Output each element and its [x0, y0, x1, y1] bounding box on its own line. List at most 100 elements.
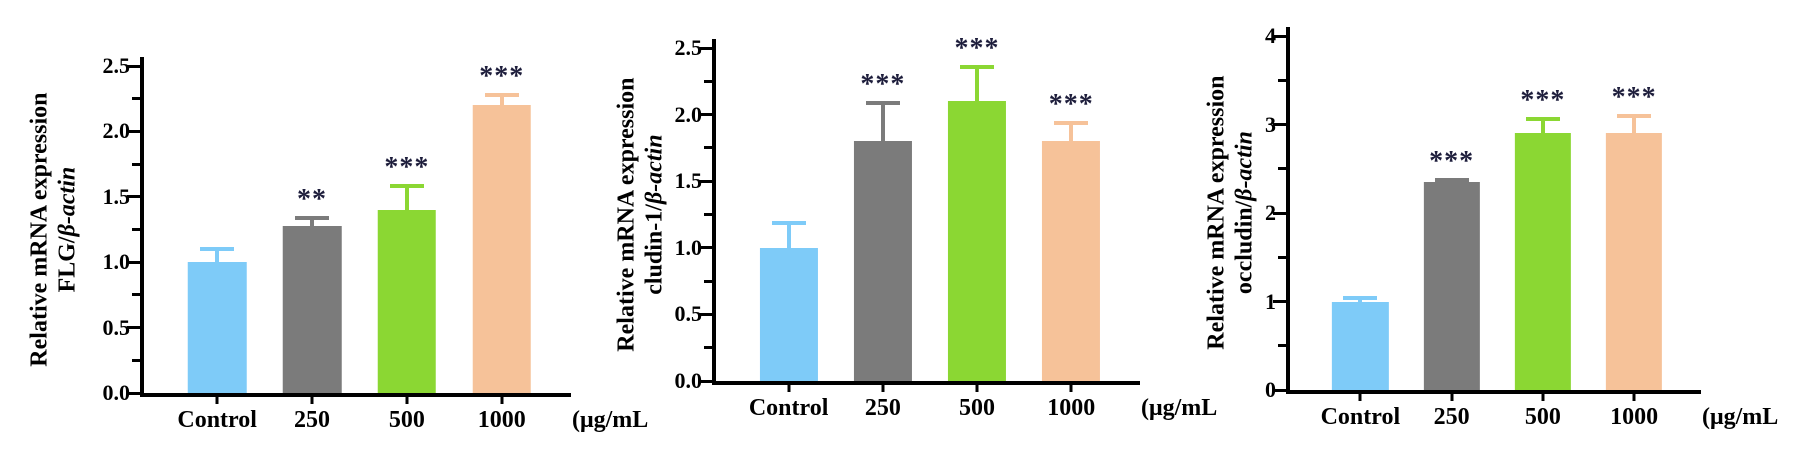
- bar-1000: [472, 105, 532, 393]
- x-axis-unit-label: (μg/mL: [1141, 395, 1218, 421]
- y-tick-label: 0.0: [102, 380, 131, 405]
- x-tick-label: 250: [1433, 404, 1470, 430]
- y-axis-minor-tick: [132, 162, 140, 166]
- significance-stars: ***: [1611, 81, 1657, 113]
- y-axis-title-text: Relative mRNA expression occludin/β-acti…: [1203, 76, 1258, 350]
- significance-stars: ***: [860, 69, 906, 101]
- y-axis-minor-tick: [704, 346, 712, 350]
- y-axis-title-line2: occludin/β-actin: [1231, 76, 1259, 350]
- error-bar-cap: [1525, 117, 1560, 122]
- x-axis-tick: [500, 397, 504, 404]
- x-axis-tick: [1450, 394, 1454, 401]
- y-axis-major-tick: [1273, 123, 1286, 126]
- error-bar-cap: [295, 216, 330, 221]
- x-tick-label: 1000: [1047, 395, 1096, 421]
- x-tick-label: Control: [1320, 404, 1401, 430]
- gene-name-label: occludin/: [1231, 201, 1258, 295]
- error-bar-stem: [1540, 117, 1545, 134]
- error-bar-cap: [200, 246, 235, 251]
- bar-control: [759, 247, 818, 381]
- y-tick-label: 1.0: [674, 234, 703, 260]
- x-tick-label: 500: [1524, 404, 1561, 430]
- x-tick-label: 250: [864, 395, 901, 421]
- x-axis-tick: [215, 397, 219, 404]
- y-tick-label: 2.5: [674, 35, 703, 60]
- y-axis-major-tick: [127, 129, 140, 133]
- y-axis-title-text: Relative mRNA expression cludin-1/β-acti…: [613, 77, 668, 351]
- x-axis-tick: [787, 385, 791, 392]
- plot-area-cludin-1: 0.0 0.5 1.0 1.5 2.0 2.5 Control *** 250 *** 500 ***…: [675, 35, 1218, 421]
- y-axis-major-tick: [699, 46, 712, 50]
- error-bar-stem: [310, 216, 315, 226]
- y-axis-major-tick: [699, 312, 712, 316]
- x-tick-label: 500: [388, 407, 425, 433]
- gene-name-label: FLG/: [54, 236, 81, 293]
- y-axis-minor-tick: [1278, 167, 1286, 171]
- y-tick-label: 1.5: [102, 183, 131, 209]
- y-axis-title-line1: Relative mRNA expression: [26, 92, 53, 367]
- y-axis-major-tick: [1273, 211, 1286, 215]
- bar-250: [1423, 182, 1480, 390]
- error-bar-cap: [389, 183, 424, 188]
- y-axis-title-cludin-1: Relative mRNA expression cludin-1/β-acti…: [600, 48, 682, 381]
- error-bar-stem: [786, 221, 791, 248]
- bar-control: [187, 262, 247, 393]
- y-axis-minor-tick: [704, 279, 712, 283]
- gene-name-label: cludin-1/: [641, 203, 668, 295]
- beta-actin-label: β-actin: [641, 134, 668, 204]
- x-axis-tick: [1541, 394, 1545, 401]
- significance-stars: ***: [1520, 85, 1566, 117]
- chart-occludin: Relative mRNA expression occludin/β-acti…: [1200, 0, 1799, 460]
- bar-1000: [1042, 141, 1101, 381]
- error-bar-cap: [484, 93, 519, 98]
- y-tick-label: 0.5: [674, 301, 703, 327]
- y-tick-label: 1.5: [674, 168, 703, 194]
- x-axis-tick: [1069, 385, 1073, 392]
- bar-control: [1332, 301, 1389, 390]
- error-bar-stem: [404, 183, 409, 210]
- significance-stars: ***: [1048, 89, 1094, 121]
- y-axis-minor-tick: [132, 228, 140, 231]
- x-axis-unit-label: (μg/mL: [572, 407, 649, 433]
- x-axis-unit-label: (μg/mL: [1702, 404, 1779, 430]
- beta-actin-label: β-actin: [54, 166, 81, 237]
- y-tick-label: 1: [1265, 288, 1276, 314]
- y-tick-label: 2: [1265, 200, 1276, 225]
- x-axis-tick: [405, 397, 409, 404]
- y-axis-minor-tick: [1278, 78, 1286, 82]
- error-bar-cap: [1054, 121, 1089, 126]
- error-bar-stem: [215, 246, 220, 263]
- x-tick-label: 1000: [477, 407, 526, 433]
- significance-stars: ***: [384, 151, 430, 183]
- error-bar-cap: [865, 101, 900, 106]
- y-axis-major-tick: [699, 379, 712, 383]
- bar-1000: [1605, 133, 1663, 390]
- y-tick-label: 1.0: [102, 249, 131, 275]
- y-axis-major-tick: [127, 391, 140, 395]
- y-tick-label: 4: [1265, 23, 1276, 48]
- y-axis-major-tick: [699, 179, 712, 183]
- significance-stars: **: [297, 184, 328, 216]
- y-axis-major-tick: [127, 326, 140, 330]
- y-axis-title-text: Relative mRNA expression FLG/β-actin: [26, 92, 81, 366]
- y-axis-title-occludin: Relative mRNA expression occludin/β-acti…: [1200, 36, 1262, 390]
- error-bar-stem: [975, 65, 980, 102]
- error-bar-stem: [1069, 121, 1074, 142]
- y-axis-minor-tick: [1278, 344, 1286, 348]
- y-axis-major-tick: [1273, 388, 1286, 392]
- y-axis-title-line2: cludin-1/β-actin: [641, 77, 669, 351]
- x-tick-label: Control: [748, 395, 829, 421]
- y-axis-minor-tick: [704, 79, 712, 83]
- x-axis-tick: [310, 397, 314, 404]
- x-tick-label: Control: [177, 407, 257, 433]
- bar-500: [377, 209, 437, 393]
- error-bar-stem: [499, 93, 504, 106]
- x-axis-tick: [1358, 394, 1362, 401]
- error-bar-cap: [960, 65, 995, 70]
- y-axis-major-tick: [127, 64, 140, 68]
- y-axis-minor-tick: [704, 146, 712, 150]
- bar-500: [1514, 133, 1571, 390]
- y-tick-label: 2.0: [674, 101, 703, 127]
- y-axis-title-line1: Relative mRNA expression: [1203, 75, 1230, 351]
- chart-cludin-1: Relative mRNA expression cludin-1/β-acti…: [600, 0, 1218, 460]
